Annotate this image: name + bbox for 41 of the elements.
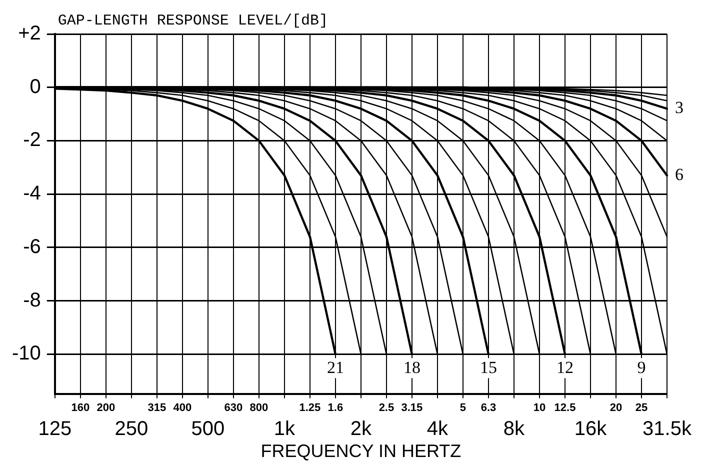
x-tick-label: 1.6 [328, 402, 344, 414]
x-tick-label: 5 [460, 402, 466, 414]
x-tick-label: 800 [250, 402, 268, 414]
y-tick-label: 0 [30, 76, 41, 98]
x-tick-label: 1k [274, 418, 296, 440]
x-tick-label: 2.5 [378, 402, 394, 414]
x-tick-label: 250 [114, 418, 148, 440]
x-tick-label: 1.25 [299, 402, 321, 414]
series-label: 15 [480, 358, 497, 378]
y-tick-label: -2 [23, 129, 41, 152]
x-tick-label: 10 [533, 402, 546, 414]
x-tick-label: 500 [191, 418, 225, 440]
y-tick-label: -10 [12, 342, 41, 365]
y-tick-label: -6 [23, 236, 41, 258]
x-tick-label: 160 [71, 402, 90, 414]
x-tick-label: 6.3 [480, 402, 496, 414]
y-tick-label: -4 [23, 182, 41, 205]
series-label: 9 [637, 358, 646, 378]
x-tick-label: 8k [503, 418, 526, 440]
x-tick-label: 4k [426, 418, 450, 440]
series-label: 18 [403, 358, 420, 378]
y-tick-label: -8 [23, 289, 41, 312]
x-tick-label: 125 [38, 418, 72, 440]
series-label: 12 [556, 358, 574, 378]
x-tick-label: 31.5k [642, 418, 692, 440]
y-axis-title: GAP-LENGTH RESPONSE LEVEL/[dB] [58, 12, 328, 30]
x-tick-label: 3.15 [401, 402, 423, 414]
x-tick-label: 12.5 [554, 402, 576, 414]
x-tick-label: 20 [610, 402, 622, 414]
x-tick-label: 200 [96, 402, 116, 414]
series-label: 6 [675, 164, 684, 184]
x-tick-label: 16k [574, 418, 608, 440]
y-tick-label: +2 [18, 22, 41, 45]
series-label: 21 [326, 358, 344, 378]
x-tick-label: 315 [148, 402, 166, 414]
x-axis-title: FREQUENCY IN HERTZ [260, 441, 462, 462]
x-tick-label: 400 [173, 402, 192, 414]
x-tick-label: 630 [224, 402, 243, 414]
series-label: 3 [675, 98, 684, 118]
x-tick-label: 25 [635, 402, 648, 414]
x-tick-label: 2k [350, 418, 373, 440]
